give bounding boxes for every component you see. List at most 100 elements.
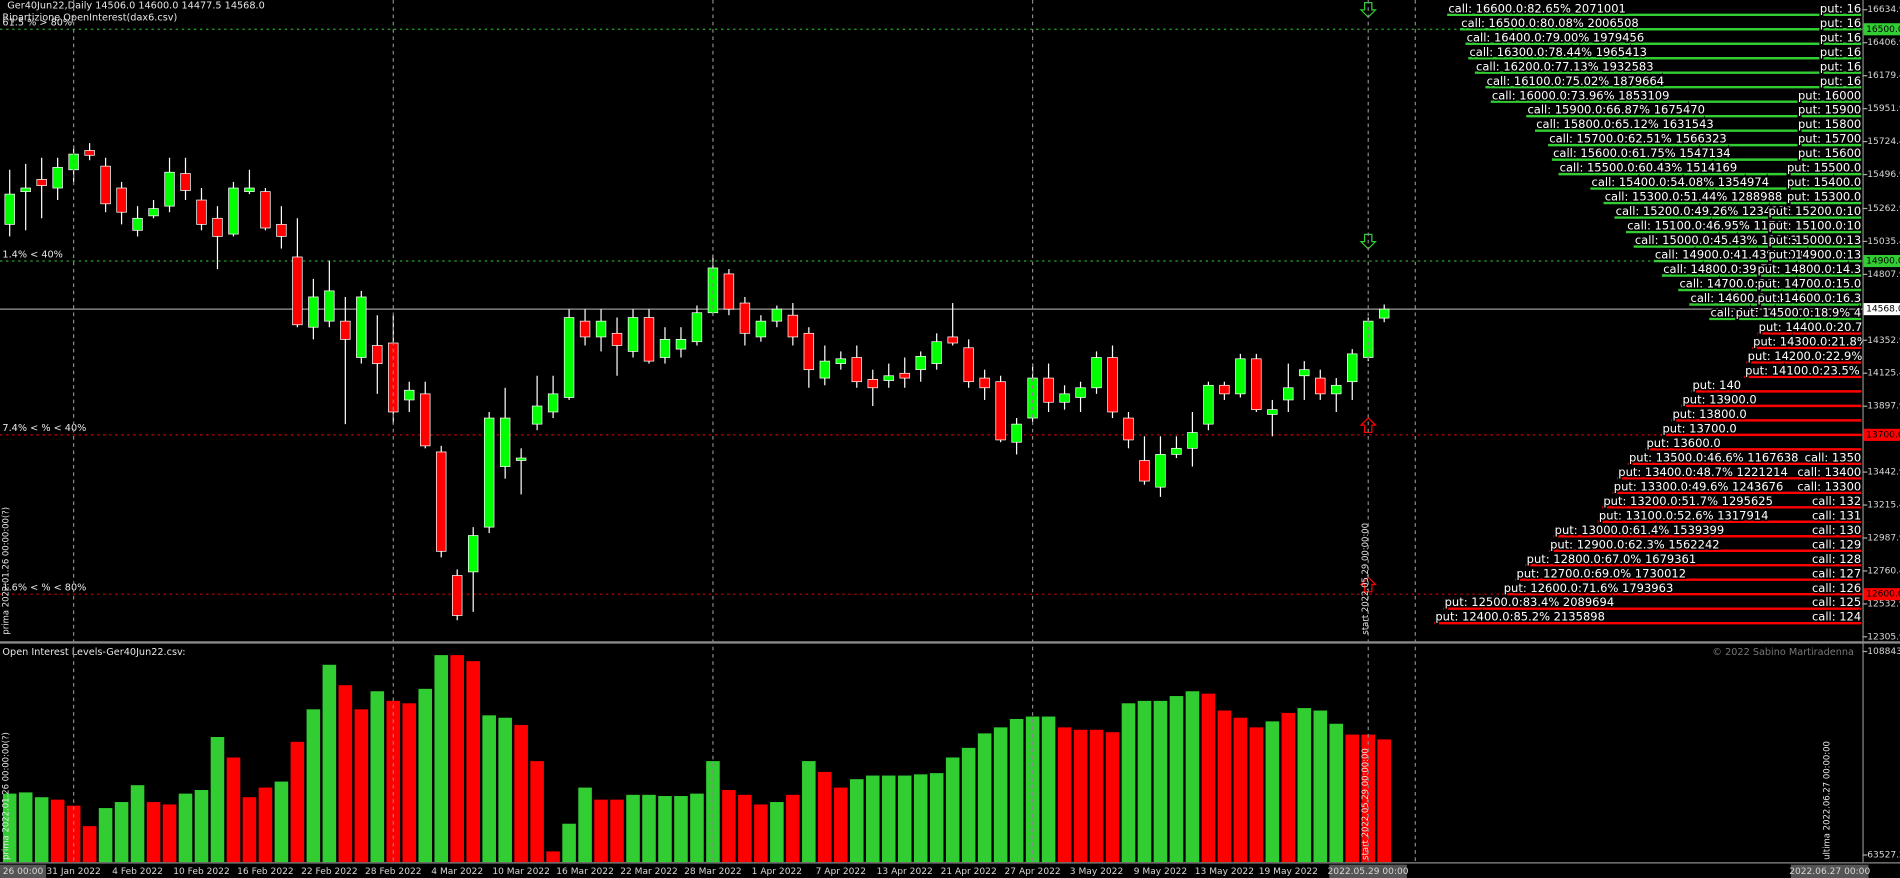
oi-level-label: put: 12800.0:67.0% 1679361 [1527, 552, 1697, 566]
oi-bar [1377, 739, 1391, 863]
oi-level-right-label: call: 126 [1812, 581, 1861, 595]
candle-body [547, 393, 559, 413]
oi-bar [1249, 727, 1264, 863]
candle-body [995, 381, 1006, 441]
oi-bar [498, 717, 512, 863]
indicator-title: Ripartizione OpenInterest(dax6.csv) [2, 13, 177, 24]
candle-body [1171, 447, 1182, 455]
oi-bar [754, 804, 768, 863]
oi-level-label: call: 14600.0:34. [1690, 291, 1787, 305]
oi-level-right-label: put: 16 [1820, 45, 1861, 59]
oi-bar [1233, 717, 1248, 863]
oi-bar [993, 727, 1008, 863]
candle-body [1155, 454, 1166, 488]
oi-bar [306, 709, 321, 863]
y-tick-label: 12532.9 [1867, 599, 1900, 609]
oi-bar [786, 794, 800, 863]
oi-level-right-label: put: 14500.0:18.9% 4 [1736, 306, 1862, 320]
candle-body [691, 312, 703, 343]
level-note: 1.6% < % < 80% [2, 583, 86, 594]
oi-bar [881, 775, 896, 863]
oi-level-label: call: 15200.0:49.26% 1234271 [1616, 204, 1794, 218]
oi-bar [1313, 710, 1328, 863]
candle-body [675, 339, 687, 350]
oi-bar [897, 775, 912, 863]
oi-level-right-label: call: 125 [1812, 595, 1861, 609]
x-tick-label: 9 May 2022 [1134, 867, 1187, 877]
candle-body [563, 317, 575, 398]
oi-level-right-label: call: 13400 [1797, 465, 1861, 479]
candle-body [340, 320, 351, 340]
candle-body [787, 314, 799, 338]
level-note: 61.5 % > 80% [2, 18, 72, 29]
level-arrow [1359, 2, 1377, 19]
candle-body [1059, 393, 1070, 403]
oi-level-label: call: 16600.0:82.65% 2071001 [1448, 1, 1626, 15]
x-tick-label: 16 Mar 2022 [556, 867, 614, 877]
oi-bar [1105, 732, 1120, 863]
candle-body [404, 389, 415, 401]
y-tick-label: 12760.4 [1867, 566, 1900, 576]
candle-body [1251, 358, 1262, 411]
price-panel: 61.5 % > 80% 1.4% < 40% 7.4% < % < 40% 1.6%… [0, 0, 1888, 635]
oi-bar [210, 737, 225, 863]
oi-bar [865, 775, 880, 863]
candle-body [499, 417, 511, 467]
oi-bar [226, 757, 241, 863]
oi-bar [242, 797, 257, 863]
oi-title: Open Interest Levels-Ger40Jun22.csv: [2, 647, 185, 658]
candle-body [1043, 377, 1054, 403]
copyright: © 2022 Sabino Martiradenna [1712, 647, 1854, 658]
candle-body [180, 173, 191, 191]
oi-bar [178, 793, 193, 863]
x-tick-label: 4 Mar 2022 [431, 867, 483, 877]
time-label: 26 00:00 [3, 867, 44, 877]
oi-bar [322, 664, 337, 863]
level-note: 1.4% < 40% [2, 249, 62, 260]
oi-bar [1121, 703, 1136, 863]
candle-body [276, 224, 287, 237]
oi-panel: prima 2022.01.26 00:00:00(?) start 2022.0… [0, 655, 1832, 863]
candle-body [979, 377, 990, 389]
level-label: 13700.0 [1866, 430, 1900, 440]
candle-body [835, 358, 847, 364]
oi-level-label: put: 13000.0:61.4% 1539399 [1555, 523, 1725, 537]
level-box [1863, 588, 1900, 601]
candle-body [228, 187, 239, 235]
candle-body [963, 347, 974, 383]
candle-body [212, 217, 223, 237]
oi-bar [722, 789, 736, 863]
candle-body [20, 187, 31, 193]
oi-bar [370, 691, 385, 863]
oi-level-right-label: put: 15100.0:10 [1768, 219, 1861, 233]
x-tick-label: 4 Feb 2022 [112, 867, 163, 877]
oi-level-label: call: 15100.0:46.95% 11763 [1627, 219, 1790, 233]
candle-body [52, 167, 63, 189]
oi-bar [674, 796, 688, 863]
oi-bar [834, 787, 848, 863]
oi-level-label: put: 12700.0:69.0% 1730012 [1517, 566, 1687, 580]
oi-level-label: put: 12400.0:85.2% 2135898 [1435, 610, 1605, 624]
oi-level-label: put: 12600.0:71.6% 1793963 [1504, 581, 1674, 595]
candle-body [308, 296, 319, 328]
candle-body [947, 336, 958, 344]
candle-body [915, 355, 926, 371]
time-box [1329, 864, 1407, 878]
oi-level-right-label: call: 127 [1812, 566, 1861, 580]
level-label: 14900.0 [1866, 257, 1900, 267]
oi-bar [945, 757, 960, 863]
oi-level-label: put: 13900.0 [1682, 392, 1756, 406]
level-label: 16500.0 [1866, 25, 1900, 35]
candle-body [1347, 353, 1358, 383]
y-tick-label: 14807.9 [1867, 270, 1900, 280]
y-tick-label: 12305.9 [1867, 632, 1900, 642]
time-box [1790, 864, 1869, 878]
candle-body [643, 317, 655, 362]
oi-level-right-label: put: 16 [1820, 16, 1861, 30]
candle-body [771, 308, 783, 322]
oi-level-label: put: 14200.0:22.9% 574 [1748, 349, 1888, 363]
candle-body [196, 199, 207, 225]
candle-body [1203, 384, 1214, 425]
candle-body [164, 171, 175, 207]
